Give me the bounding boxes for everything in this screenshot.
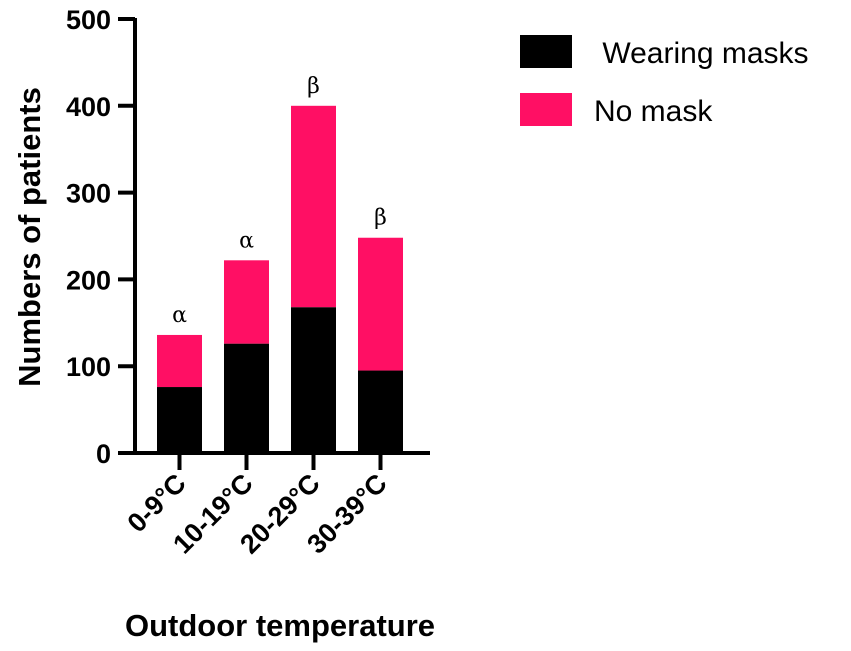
legend-label-wearing-masks: Wearing masks (594, 37, 809, 70)
y-axis: 0 100 200 300 400 500 (66, 5, 137, 469)
y-tick-label: 100 (66, 352, 111, 382)
y-tick-label: 0 (96, 439, 111, 469)
bar-wearing-masks-1 (157, 387, 202, 453)
bars-layer (157, 105, 403, 453)
legend-swatch-wearing-masks (520, 35, 572, 68)
significance-label-3: β (307, 74, 320, 99)
y-tick-label: 400 (66, 92, 111, 122)
y-tick-label: 300 (66, 179, 111, 209)
bar-wearing-masks-4 (358, 370, 403, 453)
x-axis: 0-9°C10-19°C20-29°C30-39°C (122, 451, 430, 560)
significance-label-2: α (239, 228, 254, 253)
legend: Wearing masks No mask (520, 35, 809, 128)
bar-wearing-masks-2 (224, 343, 269, 453)
significance-label-1: α (172, 303, 187, 328)
significance-annotations: α α β β (172, 74, 387, 328)
y-axis-title: Numbers of patients (12, 87, 47, 387)
y-tick-label: 500 (66, 5, 111, 35)
y-tick-label: 200 (66, 265, 111, 295)
x-axis-title: Outdoor temperature (125, 608, 435, 643)
bar-no-mask-1 (157, 334, 202, 388)
legend-label-no-mask: No mask (594, 95, 713, 128)
significance-label-4: β (374, 206, 387, 231)
bar-no-mask-3 (291, 105, 336, 308)
bar-no-mask-4 (358, 237, 403, 371)
legend-swatch-no-mask (520, 93, 572, 126)
bar-wearing-masks-3 (291, 307, 336, 453)
bar-no-mask-2 (224, 260, 269, 344)
